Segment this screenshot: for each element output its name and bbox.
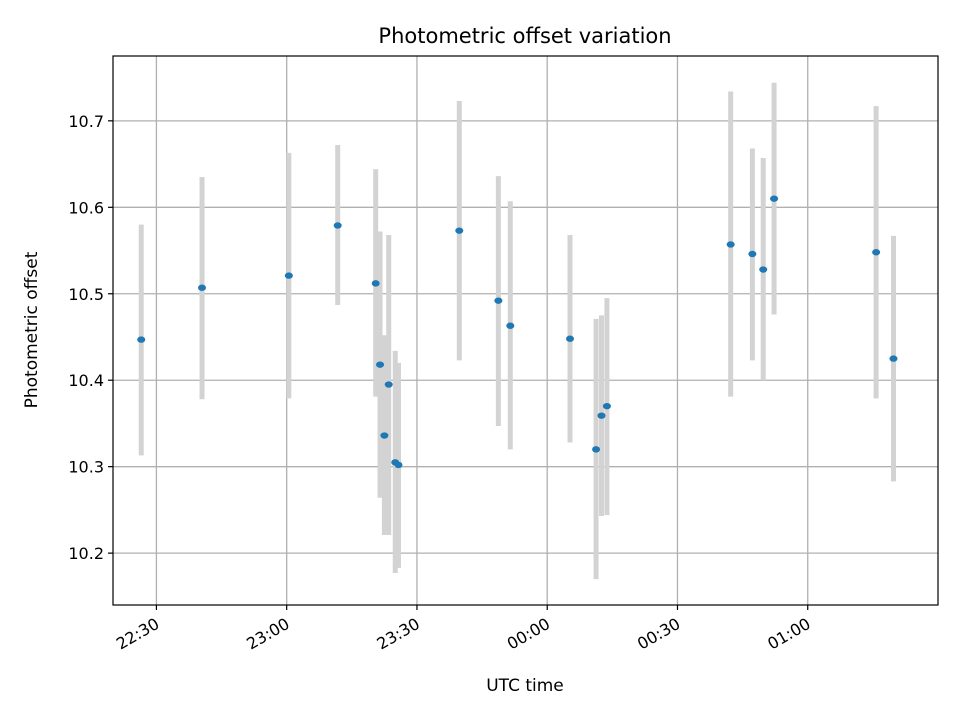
data-point-22 bbox=[889, 355, 898, 362]
data-point-1 bbox=[198, 284, 207, 291]
data-point-15 bbox=[597, 412, 606, 419]
data-point-11 bbox=[494, 297, 503, 304]
data-point-3 bbox=[333, 222, 342, 229]
data-point-7 bbox=[384, 381, 393, 388]
y-axis-label: Photometric offset bbox=[22, 251, 42, 408]
data-points bbox=[137, 195, 898, 469]
x-axis-label: UTC time bbox=[486, 676, 564, 696]
data-point-13 bbox=[566, 335, 575, 342]
grid bbox=[113, 56, 938, 605]
data-point-5 bbox=[376, 361, 385, 368]
data-point-16 bbox=[602, 402, 611, 410]
y-tick-label-2: 10.4 bbox=[68, 371, 104, 390]
y-tick-label-3: 10.5 bbox=[68, 285, 104, 304]
data-point-17 bbox=[726, 241, 735, 248]
data-point-21 bbox=[872, 249, 881, 256]
data-point-18 bbox=[748, 250, 757, 258]
plot-frame bbox=[112, 55, 939, 606]
y-tick-label-4: 10.6 bbox=[68, 198, 104, 217]
y-tick-label-1: 10.3 bbox=[68, 458, 104, 477]
data-point-6 bbox=[380, 432, 389, 439]
y-axis-ticks: 10.2 10.3 10.4 10.5 10.6 10.7 bbox=[68, 112, 113, 563]
data-point-19 bbox=[759, 266, 768, 273]
data-point-10 bbox=[455, 227, 464, 234]
data-point-0 bbox=[137, 336, 146, 343]
chart-title: Photometric offset variation bbox=[378, 24, 671, 48]
data-point-2 bbox=[284, 272, 293, 279]
data-point-14 bbox=[592, 446, 601, 453]
data-point-4 bbox=[371, 280, 380, 287]
y-tick-label-0: 10.2 bbox=[68, 544, 104, 563]
data-point-12 bbox=[506, 322, 515, 329]
y-tick-label-5: 10.7 bbox=[68, 112, 104, 131]
data-point-20 bbox=[770, 195, 779, 202]
data-point-9 bbox=[394, 461, 403, 469]
